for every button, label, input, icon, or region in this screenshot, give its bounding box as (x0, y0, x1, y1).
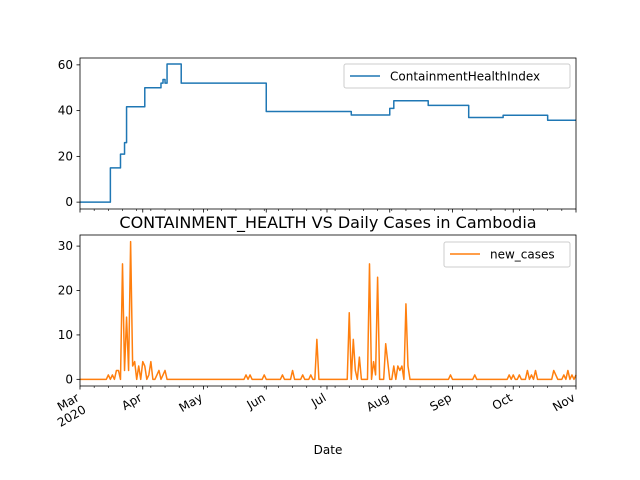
y-tick-label: 20 (58, 284, 73, 298)
top-legend: ContainmentHealthIndex (343, 63, 571, 89)
bottom-plot-frame (79, 234, 577, 387)
y-tick-label: 60 (58, 58, 73, 72)
series-line-containment-health-index (80, 63, 576, 203)
top-legend-box (343, 63, 571, 89)
bottom-y-axis-ticks: 0 10 20 30 (58, 239, 80, 386)
y-tick-label: 0 (65, 195, 73, 209)
y-tick-label: 30 (58, 239, 73, 253)
series-line-new-cases (80, 240, 577, 381)
top-legend-label: ContainmentHealthIndex (390, 70, 540, 84)
y-tick-label: 40 (58, 104, 73, 118)
top-y-axis-ticks: 0 20 40 60 (58, 58, 80, 209)
top-subplot: 0 20 40 60 ContainmentHealthIndex (58, 57, 577, 213)
y-tick-label: 20 (58, 149, 73, 163)
bottom-legend-label: new_cases (490, 248, 555, 262)
top-x-axis-ticks (79, 209, 577, 213)
x-tick-label: Jul (308, 390, 328, 410)
bottom-x-axis-label: Date (314, 443, 343, 457)
top-series-line-group (80, 63, 576, 203)
bottom-series-line-group (80, 240, 577, 381)
bottom-chart-title: CONTAINMENT_HEALTH VS Daily Cases in Cam… (119, 213, 536, 233)
bottom-legend: new_cases (443, 241, 571, 268)
bottom-legend-box (443, 241, 571, 268)
y-tick-label: 0 (65, 372, 73, 386)
top-plot-frame (79, 57, 577, 210)
y-tick-label: 10 (58, 328, 73, 342)
